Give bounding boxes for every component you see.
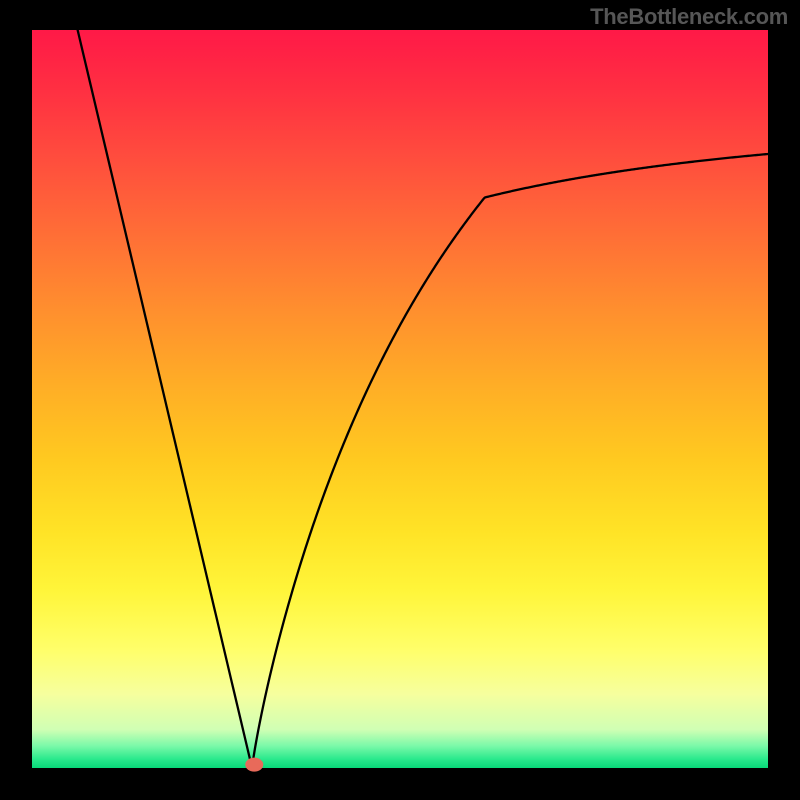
optimum-marker <box>245 758 263 772</box>
plot-area <box>32 30 768 768</box>
watermark-text: TheBottleneck.com <box>590 4 788 30</box>
bottleneck-chart <box>0 0 800 800</box>
chart-container: TheBottleneck.com <box>0 0 800 800</box>
